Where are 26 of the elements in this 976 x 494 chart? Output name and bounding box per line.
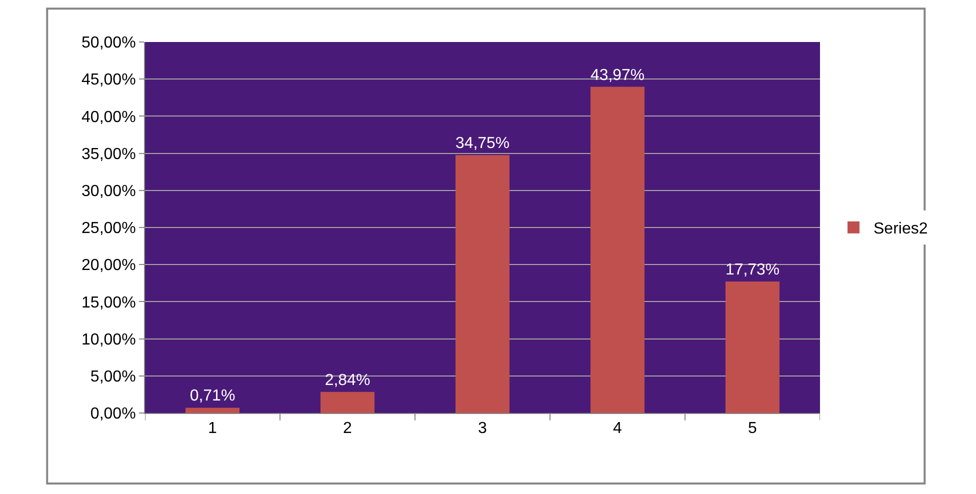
y-tick-label: 0,00% [90, 406, 136, 423]
y-tick-label: 5,00% [90, 368, 136, 386]
bar [320, 392, 374, 413]
y-tick-label: 35,00% [82, 146, 136, 163]
legend-label: Series2 [874, 220, 928, 238]
y-tick-label: 40,00% [82, 108, 136, 126]
x-tick-label: 3 [478, 420, 488, 438]
data-label: 0,71% [190, 388, 236, 405]
data-label: 17,73% [726, 261, 780, 278]
y-tick-label: 30,00% [82, 183, 136, 200]
y-tick-label: 15,00% [82, 294, 136, 312]
y-tick-label: 20,00% [82, 257, 136, 274]
x-tick-label: 2 [343, 420, 352, 438]
y-tick-label: 50,00% [82, 34, 136, 52]
data-label: 2,84% [324, 372, 370, 389]
y-tick-label: 45,00% [82, 72, 136, 89]
y-tick-label: 10,00% [82, 331, 136, 348]
x-tick-label: 5 [748, 420, 758, 438]
bar [590, 86, 644, 413]
bar [456, 155, 510, 413]
data-label: 34,75% [456, 135, 510, 152]
bar [186, 408, 240, 413]
x-tick-label: 1 [208, 420, 218, 438]
x-tick-label: 4 [613, 420, 622, 438]
bar [726, 281, 780, 413]
y-tick-label: 25,00% [82, 220, 136, 238]
